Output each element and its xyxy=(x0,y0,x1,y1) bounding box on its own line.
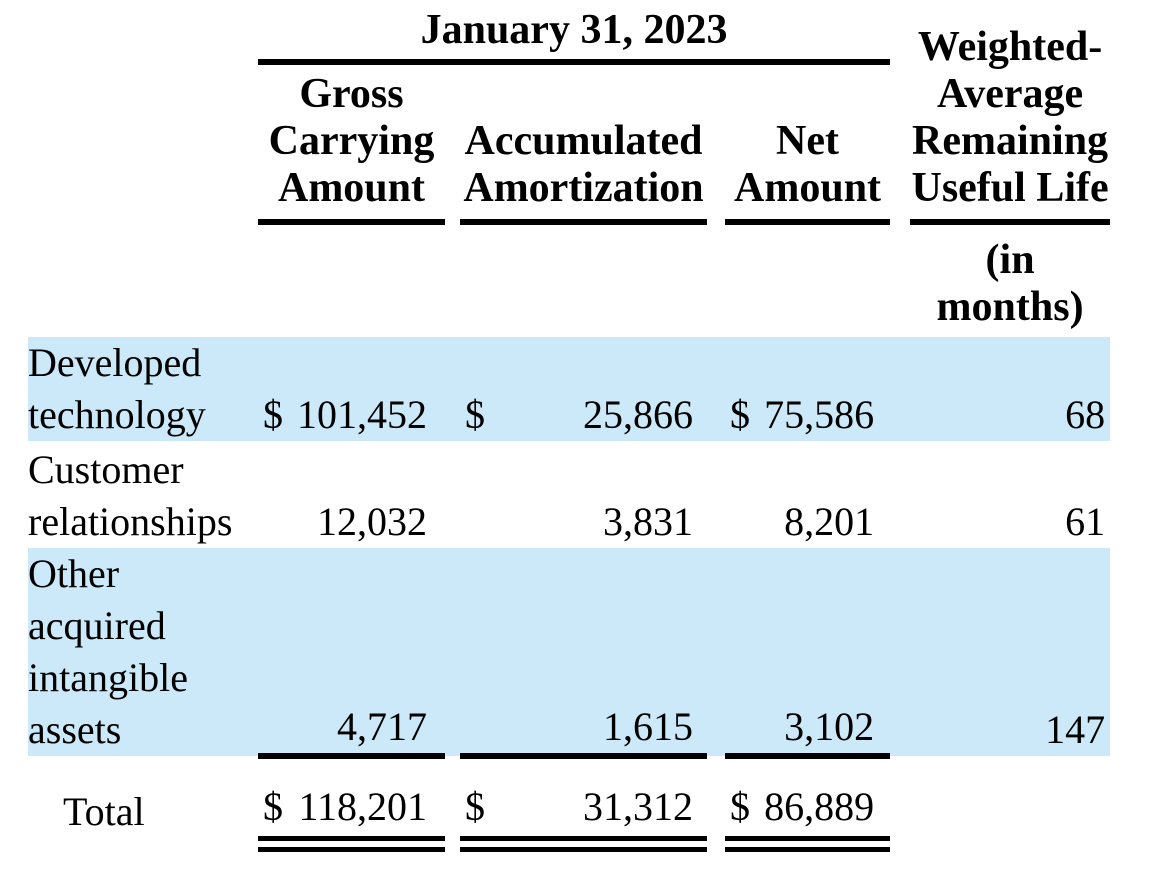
currency-symbol: $ xyxy=(465,784,485,829)
total-accumulated-amortization-value: 31,312 xyxy=(583,784,693,829)
unit-row: (in months) xyxy=(28,222,1110,337)
accumulated-amortization-value: 1,615 xyxy=(603,704,693,749)
unit-line: months) xyxy=(936,284,1084,330)
gap-spacer xyxy=(707,441,725,548)
header-line: Useful Life xyxy=(911,165,1109,211)
row-label: Developed technology xyxy=(28,337,258,441)
header-line: Remaining xyxy=(912,118,1109,164)
useful-life-cell: 68 xyxy=(1065,392,1106,437)
total-gross-carrying-amount-cell: $ 118,201 xyxy=(258,756,445,852)
row-label-line: intangible xyxy=(28,655,188,700)
gap-spacer xyxy=(707,337,725,441)
gap-spacer xyxy=(445,441,460,548)
accumulated-amortization-value: 3,831 xyxy=(603,499,693,544)
gap-spacer xyxy=(445,756,460,844)
net-amount-cell: 3,102 xyxy=(725,548,891,759)
gross-carrying-amount-cell: 4,717 xyxy=(258,548,445,759)
total-gross-carrying-amount-value: 118,201 xyxy=(298,784,427,829)
header-line: Gross xyxy=(299,71,404,117)
header-line: Amount xyxy=(277,165,426,211)
spacer xyxy=(890,222,910,337)
header-line: Amount xyxy=(734,165,882,211)
intangible-assets-table: January 31, 2023 Weighted- Average Remai… xyxy=(28,0,1111,852)
unit-line: (in xyxy=(985,237,1035,283)
total-accumulated-amortization-cell: $ 31,312 xyxy=(460,756,707,852)
row-label-line: technology xyxy=(28,392,206,437)
table-row-developed-technology: Developed technology $ 101,452 $ 25,866 … xyxy=(28,337,1111,441)
gap-spacer xyxy=(445,62,460,222)
gap-spacer xyxy=(890,441,910,548)
header-line: Net xyxy=(776,118,840,164)
column-header-gross-carrying-amount: Gross Carrying Amount xyxy=(258,62,445,225)
currency-symbol: $ xyxy=(730,392,750,437)
period-header: January 31, 2023 xyxy=(258,0,891,65)
spacer xyxy=(28,222,258,337)
currency-symbol: $ xyxy=(465,392,485,437)
currency-symbol: $ xyxy=(263,784,283,829)
unit-label-in-months: (in months) xyxy=(910,222,1110,337)
accumulated-amortization-cell: 1,615 xyxy=(460,548,707,759)
useful-life-cell: 147 xyxy=(1045,707,1106,752)
header-line: Accumulated xyxy=(464,118,703,164)
currency-symbol: $ xyxy=(263,392,283,437)
gap-spacer xyxy=(890,548,910,756)
gap-spacer xyxy=(445,337,460,441)
corner-spacer xyxy=(28,62,258,222)
period-header-row: January 31, 2023 Weighted- Average Remai… xyxy=(28,0,1111,225)
accumulated-amortization-cell: $ 25,866 xyxy=(460,337,707,441)
table-row-other-acquired-intangible-assets: Other acquired intangible assets 4,717 1… xyxy=(28,548,1111,759)
gross-carrying-amount-value: 101,452 xyxy=(297,392,427,437)
column-header-accumulated-amortization: Accumulated Amortization xyxy=(460,62,707,225)
row-label-line: relationships xyxy=(28,499,233,544)
net-amount-cell: 8,201 xyxy=(725,441,890,548)
header-line: Weighted- xyxy=(917,24,1103,70)
row-label-line: Customer xyxy=(28,447,184,492)
gap-spacer xyxy=(890,62,910,222)
spacer xyxy=(725,222,890,337)
spacer xyxy=(445,222,460,337)
net-amount-cell: $ 75,586 xyxy=(725,337,890,441)
column-header-net-amount: Net Amount xyxy=(725,62,891,225)
column-headers-row: Gross Carrying Amount Accumulated Amorti… xyxy=(28,62,1110,225)
corner-spacer xyxy=(28,0,258,62)
net-amount-value: 75,586 xyxy=(764,392,875,437)
gross-carrying-amount-cell: 12,032 xyxy=(258,441,445,548)
gap-spacer xyxy=(890,756,910,844)
spacer xyxy=(258,222,445,337)
gap-spacer xyxy=(890,0,910,62)
useful-life-cell: 61 xyxy=(1065,499,1106,544)
gap-spacer xyxy=(890,337,910,441)
accumulated-amortization-cell: 3,831 xyxy=(460,441,707,548)
empty-cell xyxy=(910,756,1110,844)
row-label-line: Developed xyxy=(28,340,202,385)
net-amount-value: 3,102 xyxy=(784,704,875,749)
header-line: Average xyxy=(936,71,1084,117)
row-label-line: Other xyxy=(28,551,120,596)
total-net-amount-cell: $ 86,889 xyxy=(725,756,891,852)
header-line: Carrying xyxy=(268,118,435,164)
gap-spacer xyxy=(707,62,725,222)
spacer xyxy=(460,222,707,337)
gap-spacer xyxy=(707,756,725,844)
column-header-weighted-average: Weighted- Average Remaining Useful Life xyxy=(910,0,1111,225)
row-label: Other acquired intangible assets xyxy=(28,548,258,756)
currency-symbol: $ xyxy=(730,784,750,829)
gross-carrying-amount-value: 4,717 xyxy=(337,704,427,749)
table-row-customer-relationships: Customer relationships 12,032 3,831 8,20… xyxy=(28,441,1110,548)
total-label: Total xyxy=(63,789,145,834)
gross-carrying-amount-value: 12,032 xyxy=(317,499,427,544)
net-amount-value: 8,201 xyxy=(784,499,875,544)
gap-spacer xyxy=(445,548,460,756)
total-net-amount-value: 86,889 xyxy=(764,784,875,829)
row-label-line: assets xyxy=(28,707,122,752)
header-line: Amortization xyxy=(463,165,704,211)
accumulated-amortization-value: 25,866 xyxy=(583,392,693,437)
row-label-line: acquired xyxy=(28,603,166,648)
gap-spacer xyxy=(707,548,725,756)
row-label: Customer relationships xyxy=(28,441,258,548)
table-row-total: Total $ 118,201 $ 31,312 $ 86,889 xyxy=(28,756,1110,852)
gross-carrying-amount-cell: $ 101,452 xyxy=(258,337,445,441)
spacer xyxy=(707,222,725,337)
